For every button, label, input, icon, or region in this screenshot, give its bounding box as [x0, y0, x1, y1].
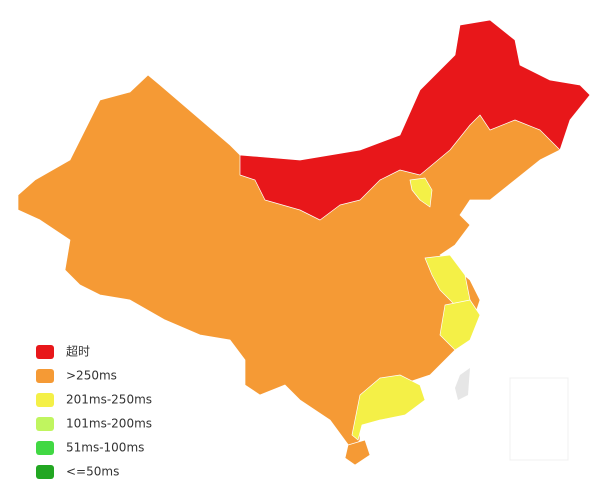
legend-label: >250ms [66, 369, 117, 383]
legend-swatch [36, 417, 54, 431]
region-yellow [351, 374, 426, 441]
region-orange [344, 439, 371, 466]
legend-swatch [36, 393, 54, 407]
legend-swatch [36, 369, 54, 383]
legend-label: 超时 [66, 344, 90, 359]
legend: 超时 >250ms 201ms-250ms 101ms-200ms 51ms-100ms… [36, 344, 152, 479]
south-sea-inset [509, 377, 569, 461]
legend-label: <=50ms [66, 465, 119, 479]
region-taiwan [455, 368, 470, 400]
legend-label: 201ms-250ms [66, 393, 152, 407]
legend-swatch [36, 441, 54, 455]
region-red [239, 19, 591, 221]
legend-swatch [36, 465, 54, 479]
region-yellow [439, 299, 481, 351]
legend-label: 101ms-200ms [66, 417, 152, 431]
map [17, 19, 591, 466]
legend-label: 51ms-100ms [66, 441, 144, 455]
legend-swatch [36, 345, 54, 359]
region-yellow [409, 177, 433, 208]
